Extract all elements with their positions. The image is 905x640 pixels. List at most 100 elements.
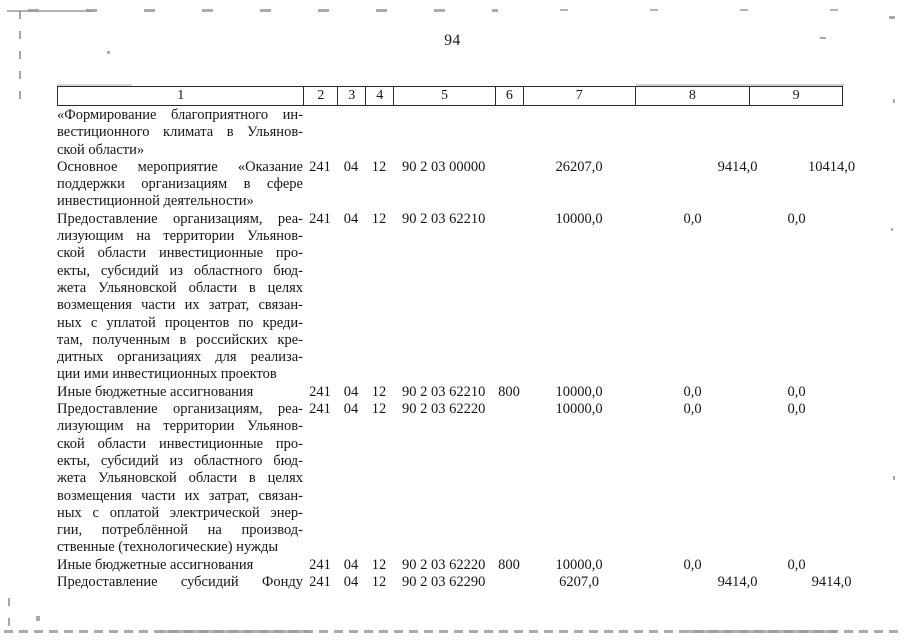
name-line: ской области инвестиционные про- <box>57 245 303 262</box>
cell-code-pr: 12 <box>371 574 387 591</box>
cell-code-rz: 04 <box>343 574 359 591</box>
cell-code-csr: 90 2 03 62210 <box>402 383 486 400</box>
name-line: Предоставление субсидий Фонду <box>57 574 303 591</box>
cell-code-grbs: 241 <box>309 158 331 175</box>
scan-artifact-header-smudge <box>636 84 844 87</box>
scan-speck <box>107 51 110 54</box>
table-row: Предоставление организациям, реа- лизующ… <box>57 401 843 557</box>
cell-code-rz: 04 <box>343 158 359 175</box>
cell-amount-1: 10000,0 <box>555 383 603 400</box>
header-cell-6: 6 <box>494 87 523 105</box>
name-line: жета Ульяновской области в целях <box>57 470 303 487</box>
cell-amount-2: 0,0 <box>683 556 702 573</box>
cell-amount-3: 0,0 <box>787 383 806 400</box>
table-row: Предоставление организациям, реа- лизующ… <box>57 211 843 384</box>
table-row: «Формирование благоприятного ин- вестици… <box>57 107 843 159</box>
scan-speck <box>889 16 895 19</box>
name-line: ской области инвестиционные про- <box>57 435 303 452</box>
cell-amount-2: 0,0 <box>683 383 702 400</box>
cell-amount-2: 0,0 <box>683 210 702 227</box>
budget-table: 1 2 3 4 5 6 7 8 9 «Формирование благопри… <box>57 86 855 591</box>
name-line: лизующим на территории Ульянов- <box>57 228 303 245</box>
cell-code-rz: 04 <box>343 401 359 418</box>
name-line: «Формирование благоприятного ин- <box>57 107 303 123</box>
cell-code-pr: 12 <box>371 158 387 175</box>
name-line: Основное мероприятие «Оказание <box>57 158 303 175</box>
header-cell-7: 7 <box>522 87 635 105</box>
name-line: там, полученным в российских кре- <box>57 331 303 348</box>
table-row: Иные бюджетные ассигнования 241 04 12 90… <box>57 557 843 574</box>
cell-code-pr: 12 <box>371 383 387 400</box>
cell-code-pr: 12 <box>371 210 387 227</box>
header-cell-8: 8 <box>634 87 750 105</box>
name-line: возмещения части их затрат, связан- <box>57 487 303 504</box>
name-line: возмещения части их затрат, связан- <box>57 297 303 314</box>
cell-code-grbs: 241 <box>309 574 331 591</box>
scan-artifact-bottom-dashes <box>4 630 901 633</box>
scan-artifact-left-dashes <box>19 11 21 111</box>
header-cell-3: 3 <box>337 87 365 105</box>
scan-artifact-bottom-bar <box>160 630 310 633</box>
name-line: инвестиционной деятельности» <box>57 193 254 210</box>
cell-code-csr: 90 2 03 00000 <box>402 158 486 175</box>
scan-artifact-left-bottom-dashes <box>8 598 10 628</box>
name-line: екты, субсидий из областного бюд- <box>57 262 303 279</box>
cell-amount-2: 9414,0 <box>717 158 758 175</box>
table-row: Предоставление субсидий Фонду 241 04 12 … <box>57 574 851 591</box>
cell-code-csr: 90 2 03 62220 <box>402 556 486 573</box>
name-line: ственные (технологические) нужды <box>57 539 279 556</box>
cell-name: Основное мероприятие «Оказание поддержки… <box>57 159 303 211</box>
name-line: вестиционного климата в Ульянов- <box>57 124 303 141</box>
scan-speck <box>820 37 826 39</box>
scan-speck <box>891 228 893 231</box>
name-line: Предоставление организациям, реа- <box>57 210 303 227</box>
cell-code-vr: 800 <box>498 383 520 400</box>
scan-artifact-top-dashes-right <box>560 9 890 11</box>
name-line: лизующим на территории Ульянов- <box>57 418 303 435</box>
name-line: гии, потреблённой на производ- <box>57 522 303 539</box>
cell-amount-1: 10000,0 <box>555 556 603 573</box>
header-cell-5: 5 <box>393 87 495 105</box>
cell-name: Иные бюджетные ассигнования <box>57 384 303 401</box>
scan-speck <box>36 616 40 621</box>
name-line: жета Ульяновской области в целях <box>57 279 303 296</box>
page-number: 94 <box>444 32 461 49</box>
cell-name: Предоставление субсидий Фонду <box>57 574 303 591</box>
cell-name: Иные бюджетные ассигнования <box>57 557 303 574</box>
cell-amount-3: 10414,0 <box>807 158 856 175</box>
name-line: Предоставление организациям, реа- <box>57 401 303 418</box>
cell-code-csr: 90 2 03 62210 <box>402 210 486 227</box>
cell-code-grbs: 241 <box>309 401 331 418</box>
scan-artifact-header-smudge-left <box>57 84 132 87</box>
cell-code-grbs: 241 <box>309 556 331 573</box>
header-cell-9: 9 <box>749 87 842 105</box>
name-line: дитных организациях для реализа- <box>57 349 303 366</box>
cell-code-pr: 12 <box>371 401 387 418</box>
cell-name: «Формирование благоприятного ин- вестици… <box>57 107 303 159</box>
header-cell-1: 1 <box>177 88 185 103</box>
cell-code-grbs: 241 <box>309 210 331 227</box>
header-cell-4: 4 <box>365 87 393 105</box>
scan-artifact-top-dashes <box>28 9 498 12</box>
cell-amount-2: 9414,0 <box>717 574 758 591</box>
name-line: ции ими инвестиционных проектов <box>57 366 277 383</box>
cell-code-rz: 04 <box>343 383 359 400</box>
header-cell-2: 2 <box>303 87 337 105</box>
cell-amount-2: 0,0 <box>683 401 702 418</box>
name-line: екты, субсидий из областного бюд- <box>57 452 303 469</box>
name-line: поддержки организациям в сфере <box>57 176 303 193</box>
table-header-row: 1 2 3 4 5 6 7 8 9 <box>57 86 843 106</box>
cell-code-grbs: 241 <box>309 383 331 400</box>
cell-amount-3: 0,0 <box>787 210 806 227</box>
scan-speck <box>893 476 895 480</box>
cell-name: Предоставление организациям, реа- лизующ… <box>57 401 303 557</box>
cell-code-vr: 800 <box>498 556 520 573</box>
cell-code-pr: 12 <box>371 556 387 573</box>
scan-artifact-corner-line <box>7 10 93 12</box>
name-line: ных с оплатой электрической энер- <box>57 504 303 521</box>
name-line: ных с уплатой процентов по креди- <box>57 314 303 331</box>
cell-amount-3: 0,0 <box>787 556 806 573</box>
table-row: Иные бюджетные ассигнования 241 04 12 90… <box>57 384 843 401</box>
cell-amount-1: 6207,0 <box>559 574 599 591</box>
